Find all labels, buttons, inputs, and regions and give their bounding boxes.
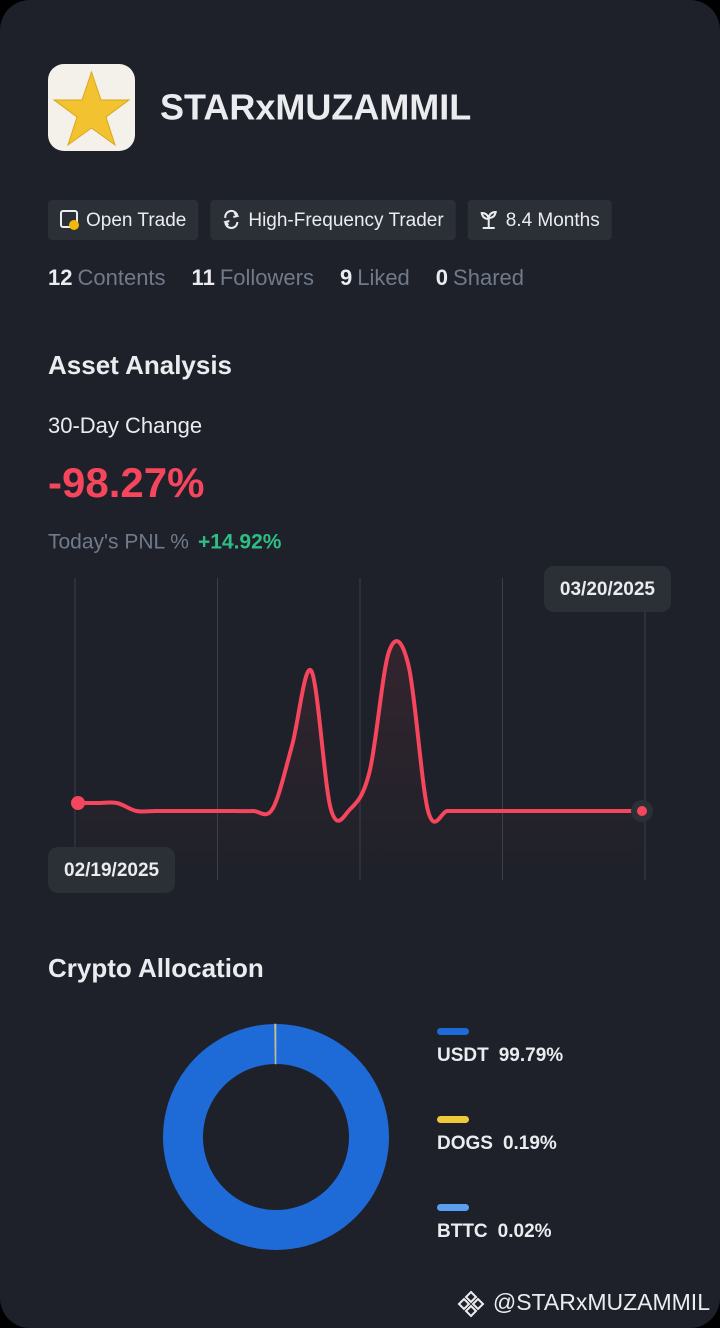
change-value: -98.27% — [48, 459, 204, 506]
tag-icon — [480, 210, 497, 229]
tag: High-Frequency Trader — [210, 200, 456, 240]
line-chart: 02/19/2025 03/20/2025 — [48, 566, 671, 893]
tag-label: High-Frequency Trader — [248, 210, 444, 231]
stat-value: 11 — [192, 265, 215, 290]
tag-label: Open Trade — [86, 210, 186, 231]
tag: Open Trade — [48, 200, 199, 240]
stat-value: 0 — [436, 265, 448, 290]
stat-label: Shared — [453, 265, 524, 290]
watermark: @STARxMUZAMMIL — [493, 1289, 710, 1315]
legend-value: 0.19% — [503, 1133, 557, 1154]
stat-label: Contents — [77, 265, 165, 290]
icon-shape — [480, 210, 497, 229]
tag-label: 8.4 Months — [506, 210, 600, 231]
stats: 12 Contents 11 Followers 9 Liked 0 Shared — [48, 265, 524, 290]
date-label: 02/19/2025 — [64, 860, 160, 881]
tag-box — [210, 200, 456, 240]
line-area — [78, 641, 642, 880]
legend-label: BTTC — [437, 1221, 488, 1242]
stat-label: Liked — [357, 265, 410, 290]
change-label: 30-Day Change — [48, 413, 202, 438]
date-tooltip — [543, 566, 671, 612]
icon-shape — [69, 220, 79, 230]
legend-label: USDT — [437, 1045, 489, 1066]
donut-slice — [163, 1024, 390, 1250]
icon-shape — [223, 209, 240, 229]
profile-name: STARxMUZAMMIL — [160, 87, 471, 128]
section-title: Asset Analysis — [48, 350, 232, 380]
end-point — [637, 806, 647, 816]
stat-value: 12 — [48, 265, 72, 290]
legend-swatch — [437, 1028, 469, 1035]
legend-swatch — [437, 1204, 469, 1211]
date-tooltip — [48, 847, 176, 893]
tags: Open Trade High-Frequency Trader 8.4 Month… — [48, 200, 612, 240]
donut-chart: USDT 99.79% DOGS 0.19% BTTC 0.02% — [163, 1023, 564, 1250]
stat-label: Followers — [220, 265, 314, 290]
legend-value: 99.79% — [499, 1045, 564, 1066]
icon-shape — [60, 210, 78, 228]
pnl-value: +14.92% — [198, 531, 282, 554]
date-label: 03/20/2025 — [560, 579, 656, 600]
tag: 8.4 Months — [467, 200, 612, 240]
tag-box — [48, 200, 199, 240]
legend-label: DOGS — [437, 1133, 493, 1154]
legend-swatch — [437, 1116, 469, 1123]
tag-icon — [60, 210, 79, 230]
tag-icon — [223, 209, 240, 229]
avatar — [48, 64, 135, 151]
line — [78, 639, 642, 824]
section-title: Crypto Allocation — [48, 953, 264, 983]
legend-value: 0.02% — [498, 1221, 552, 1242]
binance-logo — [457, 1290, 485, 1318]
tag-box — [467, 200, 612, 240]
pnl-label: Today's PNL % — [48, 531, 189, 554]
start-point — [71, 796, 85, 810]
stat-value: 9 — [340, 265, 352, 290]
